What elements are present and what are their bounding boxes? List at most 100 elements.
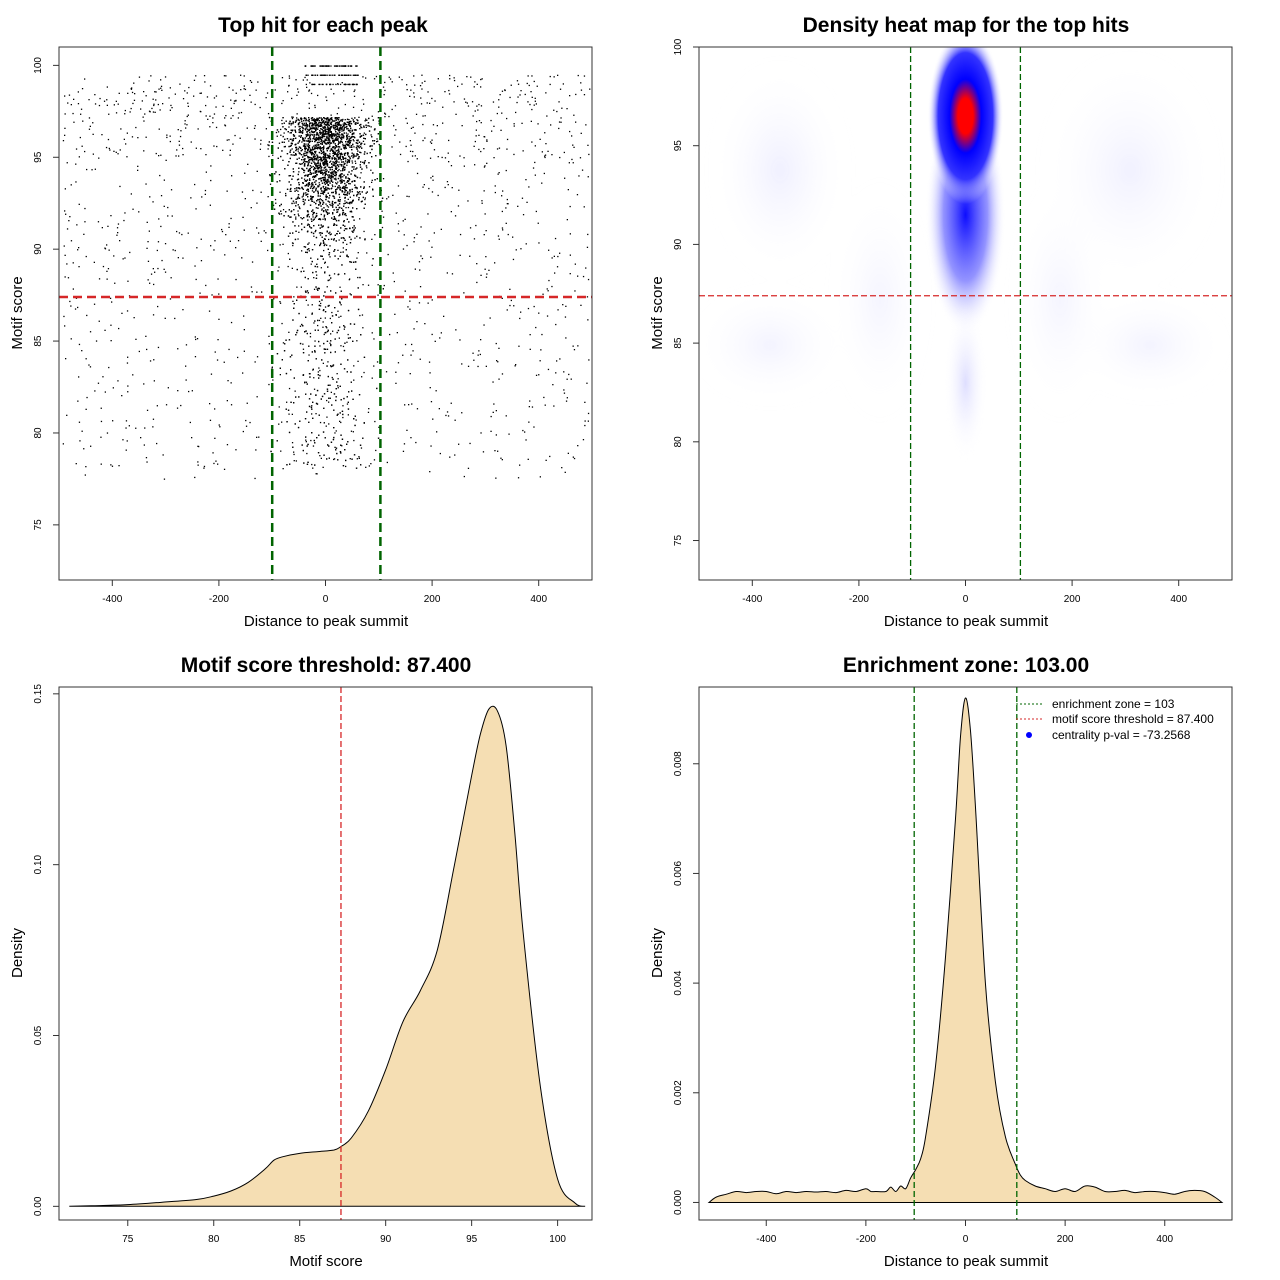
scatter-point bbox=[315, 277, 318, 279]
scatter-point bbox=[325, 235, 327, 237]
scatter-point bbox=[364, 138, 366, 140]
scatter-point bbox=[315, 150, 317, 153]
scatter-point bbox=[349, 157, 351, 160]
scatter-point bbox=[337, 177, 340, 180]
scatter-point bbox=[444, 157, 447, 159]
scatter-point bbox=[337, 107, 340, 109]
scatter-point bbox=[326, 143, 328, 145]
scatter-point bbox=[295, 216, 297, 218]
scatter-point bbox=[280, 450, 282, 452]
scatter-point bbox=[310, 157, 312, 159]
scatter-point bbox=[307, 161, 309, 163]
scatter-point bbox=[413, 241, 415, 243]
scatter-point bbox=[409, 140, 411, 142]
scatter-point bbox=[339, 451, 342, 453]
scatter-point bbox=[153, 103, 155, 105]
scatter-point bbox=[306, 154, 308, 156]
scatter-point bbox=[345, 176, 347, 178]
scatter-point bbox=[322, 218, 324, 220]
scatter-point bbox=[285, 211, 287, 213]
scatter-point bbox=[194, 336, 196, 338]
scatter-point bbox=[314, 140, 316, 143]
scatter-point bbox=[322, 193, 325, 195]
scatter-point bbox=[353, 379, 355, 381]
scatter-point bbox=[422, 115, 424, 117]
scatter-point bbox=[318, 414, 320, 416]
scatter-point bbox=[285, 194, 287, 197]
scatter-point bbox=[340, 227, 342, 229]
scatter-point bbox=[301, 132, 304, 134]
scatter-point bbox=[528, 406, 530, 408]
scatter-point bbox=[337, 135, 340, 137]
scatter-point bbox=[243, 229, 245, 231]
scatter-point bbox=[322, 149, 324, 151]
scatter-point bbox=[351, 181, 353, 183]
scatter-point bbox=[130, 88, 133, 90]
scatter-point bbox=[310, 92, 313, 95]
scatter-point bbox=[356, 257, 358, 259]
scatter-point bbox=[288, 145, 290, 148]
scatter-point bbox=[323, 147, 325, 150]
scatter-point bbox=[298, 312, 300, 315]
scatter-point bbox=[281, 123, 283, 125]
scatter-point bbox=[335, 206, 337, 209]
scatter-point bbox=[393, 280, 395, 283]
scatter-point bbox=[402, 220, 404, 222]
scatter-point bbox=[335, 161, 337, 163]
scatter-point bbox=[486, 140, 488, 142]
scatter-point bbox=[130, 107, 132, 110]
scatter-point bbox=[78, 421, 81, 423]
scatter-point bbox=[321, 121, 323, 123]
scatter-point bbox=[448, 139, 450, 142]
scatter-point bbox=[500, 129, 502, 131]
scatter-point bbox=[316, 288, 318, 290]
scatter-point bbox=[83, 448, 85, 450]
scatter-point bbox=[271, 141, 274, 143]
scatter-point bbox=[180, 404, 182, 407]
scatter-point bbox=[300, 217, 302, 219]
scatter-point bbox=[553, 255, 555, 257]
scatter-point bbox=[427, 213, 429, 215]
scatter-point bbox=[515, 249, 517, 251]
scatter-point bbox=[303, 270, 305, 272]
scatter-point bbox=[501, 210, 503, 213]
scatter-point bbox=[312, 176, 314, 178]
scatter-point bbox=[474, 81, 476, 83]
scatter-point bbox=[124, 212, 126, 214]
scatter-point bbox=[357, 140, 359, 142]
scatter-point bbox=[408, 195, 410, 198]
scatter-point bbox=[113, 104, 115, 106]
scatter-point bbox=[167, 387, 169, 389]
scatter-point bbox=[292, 200, 295, 202]
scatter-point bbox=[481, 202, 483, 204]
scatter-point bbox=[321, 232, 323, 234]
scatter-point bbox=[296, 162, 298, 164]
scatter-point bbox=[354, 117, 356, 119]
scatter-point bbox=[408, 404, 410, 406]
scatter-point bbox=[368, 125, 371, 127]
scatter-point bbox=[315, 183, 317, 185]
scatter-point bbox=[329, 117, 332, 119]
scatter-point bbox=[365, 192, 367, 194]
scatter-point bbox=[555, 323, 557, 326]
scatter-point bbox=[323, 342, 325, 345]
scatter-point bbox=[297, 124, 299, 126]
scatter-point bbox=[315, 123, 317, 125]
scatter-point bbox=[325, 172, 327, 175]
scatter-point bbox=[67, 102, 69, 104]
scatter-point bbox=[424, 115, 426, 117]
scatter-point bbox=[337, 204, 339, 206]
scatter-point bbox=[278, 142, 281, 144]
scatter-point bbox=[335, 430, 337, 432]
scatter-point bbox=[342, 465, 345, 467]
scatter-point bbox=[342, 145, 344, 147]
scatter-point bbox=[376, 361, 379, 363]
scatter-point bbox=[122, 258, 124, 260]
scatter-point bbox=[294, 154, 296, 156]
scatter-point bbox=[342, 209, 344, 212]
scatter-point bbox=[313, 191, 315, 193]
scatter-point bbox=[362, 161, 364, 163]
scatter-point bbox=[305, 381, 308, 383]
scatter-point bbox=[295, 162, 297, 164]
scatter-point bbox=[316, 171, 318, 173]
